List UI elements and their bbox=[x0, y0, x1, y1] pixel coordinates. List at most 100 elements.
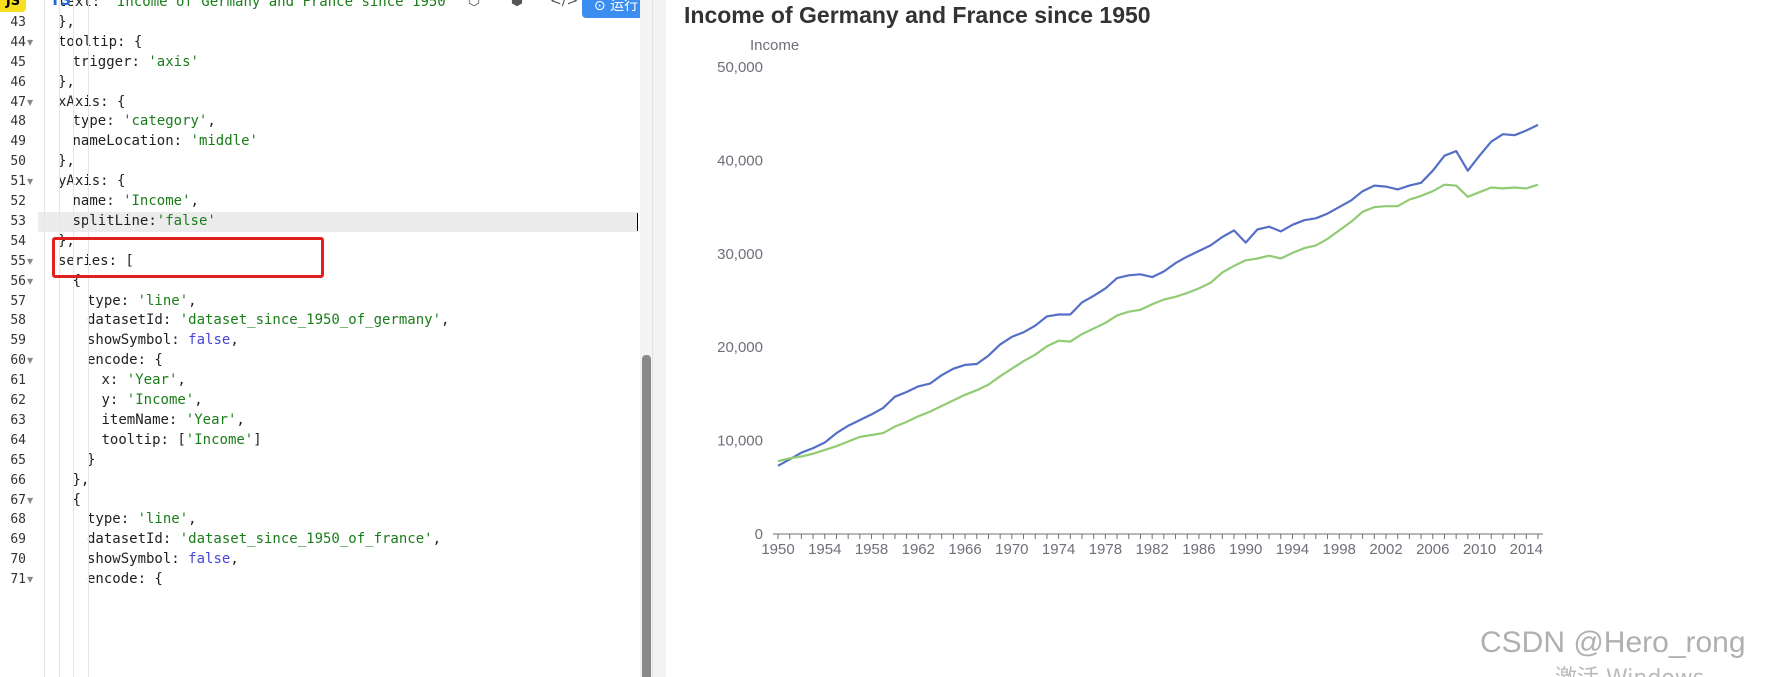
fold-toggle-icon[interactable]: ▼ bbox=[27, 256, 34, 266]
box-icon[interactable]: ⬢ bbox=[510, 0, 524, 9]
editor-toolbar: JS TS bbox=[0, 0, 650, 20]
code-line[interactable]: encode: { bbox=[38, 570, 638, 590]
fold-toggle-icon[interactable]: ▼ bbox=[27, 177, 34, 187]
indent-guide bbox=[87, 0, 89, 677]
red-highlight-annotation bbox=[52, 237, 324, 278]
line-number: 71 bbox=[10, 572, 26, 588]
line-number: 44 bbox=[10, 34, 26, 50]
fold-toggle-icon[interactable]: ▼ bbox=[27, 37, 34, 47]
code-token: 'line' bbox=[137, 292, 189, 309]
code-line[interactable]: }, bbox=[38, 73, 638, 93]
code-token: encode: { bbox=[87, 571, 163, 588]
code-area[interactable]: text: 'Income of Germany and France sinc… bbox=[38, 0, 638, 677]
code-token: ] bbox=[253, 431, 262, 448]
code-line[interactable]: datasetId: 'dataset_since_1950_of_german… bbox=[38, 311, 638, 331]
line-number: 46 bbox=[10, 74, 26, 90]
code-token: { bbox=[72, 272, 81, 289]
code-line[interactable]: type: 'line', bbox=[38, 510, 638, 530]
code-line[interactable]: }, bbox=[38, 152, 638, 172]
code-line[interactable]: { bbox=[38, 272, 638, 292]
line-number: 51 bbox=[10, 174, 26, 190]
fold-toggle-icon[interactable]: ▼ bbox=[27, 575, 34, 585]
code-token: false bbox=[188, 332, 231, 349]
code-line[interactable]: nameLocation: 'middle' bbox=[38, 132, 638, 152]
code-line[interactable]: encode: { bbox=[38, 351, 638, 371]
line-number: 69 bbox=[10, 532, 26, 548]
code-line[interactable]: type: 'category', bbox=[38, 112, 638, 132]
cube-icon[interactable]: ⬡ bbox=[467, 0, 481, 9]
y-tick-label: 30,000 bbox=[717, 246, 763, 263]
code-token: trigger: bbox=[72, 53, 149, 70]
code-token: 'dataset_since_1950_of_germany' bbox=[179, 312, 442, 329]
x-axis: 1950 1954 1958 1962 1966 1970 1974 1978 1982 1986… bbox=[761, 533, 1543, 558]
ts-language-tab[interactable]: TS bbox=[50, 0, 72, 9]
pane-splitter[interactable] bbox=[652, 0, 666, 677]
code-token: , bbox=[207, 113, 216, 130]
line-number: 48 bbox=[10, 114, 26, 130]
code-line[interactable]: itemName: 'Year', bbox=[38, 411, 638, 431]
code-token: datasetId: bbox=[87, 312, 180, 329]
code-token: type: bbox=[87, 511, 138, 528]
csdn-watermark: CSDN @Hero_rong bbox=[1480, 626, 1746, 659]
code-line[interactable]: name: 'Income', bbox=[38, 192, 638, 212]
code-token: 'axis' bbox=[148, 53, 199, 70]
js-language-tab[interactable]: JS bbox=[0, 0, 26, 12]
run-button[interactable]: ⊙ 运行 bbox=[582, 0, 650, 18]
code-line[interactable]: x: 'Year', bbox=[38, 371, 638, 391]
code-token: , bbox=[230, 551, 239, 568]
text-cursor bbox=[637, 212, 638, 231]
code-line[interactable]: showSymbol: false, bbox=[38, 331, 638, 351]
code-token: false bbox=[188, 551, 231, 568]
code-line[interactable]: }, bbox=[38, 232, 638, 252]
code-line[interactable]: tooltip: { bbox=[38, 33, 638, 53]
code-line[interactable]: trigger: 'axis' bbox=[38, 53, 638, 73]
code-token: 'line' bbox=[137, 511, 189, 528]
code-line[interactable]: }, bbox=[38, 13, 638, 33]
x-tick-label: 1974 bbox=[1042, 541, 1075, 558]
chart-preview-pane: Income of Germany and France since 1950 … bbox=[666, 0, 1779, 677]
line-number-gutter: 424344▼454647▼48495051▼52535455▼56▼57585… bbox=[0, 0, 38, 677]
y-tick-label: 10,000 bbox=[717, 433, 763, 450]
line-number: 65 bbox=[10, 452, 26, 468]
code-token: type: bbox=[72, 113, 124, 130]
code-line[interactable]: text: 'Income of Germany and France sinc… bbox=[38, 0, 638, 13]
code-token: { bbox=[72, 491, 81, 508]
code-line[interactable]: type: 'line', bbox=[38, 292, 638, 312]
code-token: , bbox=[177, 372, 186, 389]
code-token: , bbox=[432, 531, 442, 548]
code-token: }, bbox=[58, 232, 75, 249]
code-line[interactable]: y: 'Income', bbox=[38, 391, 638, 411]
code-token: 'dataset_since_1950_of_france' bbox=[179, 531, 433, 548]
code-token: yAxis: { bbox=[58, 173, 126, 190]
code-line[interactable]: }, bbox=[38, 471, 638, 491]
code-line[interactable]: xAxis: { bbox=[38, 93, 638, 113]
fold-toggle-icon[interactable]: ▼ bbox=[27, 495, 34, 505]
line-number: 66 bbox=[10, 472, 26, 488]
code-icon[interactable]: </> bbox=[550, 0, 579, 9]
y-tick-label: 50,000 bbox=[717, 59, 763, 76]
code-line[interactable]: tooltip: ['Income'] bbox=[38, 431, 638, 451]
code-line[interactable]: { bbox=[38, 491, 638, 511]
code-editor[interactable]: 424344▼454647▼48495051▼52535455▼56▼57585… bbox=[0, 0, 650, 677]
code-token: }, bbox=[58, 13, 75, 30]
fold-toggle-icon[interactable]: ▼ bbox=[27, 276, 34, 286]
code-token: }, bbox=[72, 471, 90, 488]
line-number: 49 bbox=[10, 134, 26, 150]
code-line[interactable]: datasetId: 'dataset_since_1950_of_france… bbox=[38, 530, 638, 550]
fold-toggle-icon[interactable]: ▼ bbox=[27, 356, 34, 366]
series-group bbox=[777, 123, 1539, 467]
code-token: , bbox=[188, 292, 197, 309]
series-line-1 bbox=[777, 183, 1539, 463]
indent-guide bbox=[58, 0, 60, 677]
code-token: itemName: bbox=[101, 411, 186, 428]
fold-toggle-icon[interactable]: ▼ bbox=[27, 97, 34, 107]
code-line[interactable]: showSymbol: false, bbox=[38, 550, 638, 570]
editor-scrollbar-thumb[interactable] bbox=[642, 355, 651, 677]
code-line[interactable]: } bbox=[38, 451, 638, 471]
line-number: 43 bbox=[10, 14, 26, 30]
code-token: showSymbol: bbox=[87, 332, 189, 349]
code-token: datasetId: bbox=[87, 531, 180, 548]
code-line[interactable]: yAxis: { bbox=[38, 172, 638, 192]
code-line[interactable]: splitLine:'false' bbox=[38, 211, 638, 232]
line-number: 47 bbox=[10, 94, 26, 110]
